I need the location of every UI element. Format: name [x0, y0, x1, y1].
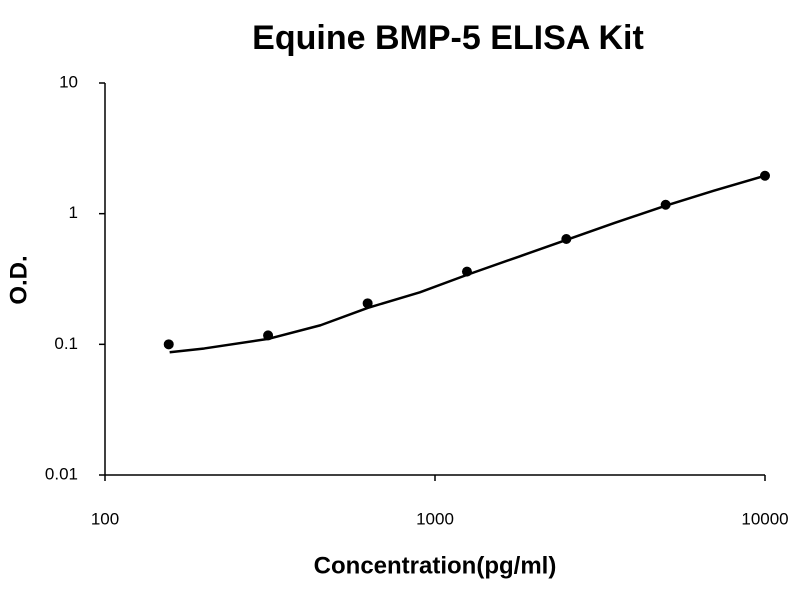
- y-tick-label: 0.01: [45, 464, 78, 483]
- x-tick-label: 100: [91, 509, 119, 528]
- y-tick-label: 0.1: [54, 334, 78, 353]
- data-point: [760, 170, 770, 181]
- chart-title: Equine BMP-5 ELISA Kit: [252, 19, 644, 57]
- fit-curve: [169, 174, 766, 354]
- y-tick-label: 10: [59, 72, 78, 91]
- x-axis-label: Concentration(pg/ml): [314, 552, 557, 579]
- y-tick-label: 1: [69, 203, 78, 222]
- data-point: [163, 339, 174, 350]
- y-axis-label: O.D.: [5, 255, 32, 304]
- x-tick-label: 10000: [741, 509, 788, 528]
- data-point: [362, 298, 373, 309]
- x-tick-label: 1000: [416, 509, 454, 528]
